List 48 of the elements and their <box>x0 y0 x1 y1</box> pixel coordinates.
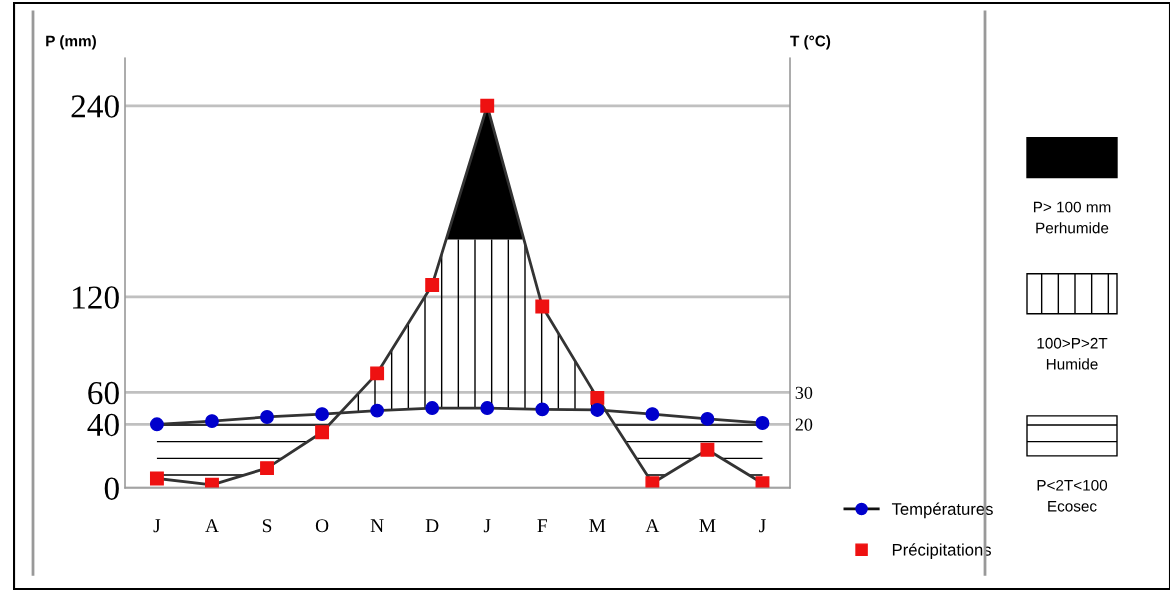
point <box>260 410 274 424</box>
y-tick-label: 60 <box>88 381 119 405</box>
text: P<2T<100 Ecosec <box>1037 479 1108 512</box>
y2-tick-label: 20 <box>795 418 813 431</box>
point <box>645 476 660 488</box>
point <box>149 471 164 486</box>
point <box>700 411 715 426</box>
y-axis-title: P (mm) <box>46 35 96 50</box>
x-tick-label: A <box>205 519 219 533</box>
x-tick-label: O <box>315 519 329 533</box>
x-tick-label: J <box>153 519 161 533</box>
point <box>425 277 440 292</box>
y-tick-label: 40 <box>87 413 119 437</box>
point <box>149 417 164 432</box>
y-tick-label: 120 <box>73 286 119 309</box>
text: P> 100 mm Perhumide <box>1033 201 1111 234</box>
x-tick-label: M <box>699 519 716 533</box>
point <box>370 403 385 418</box>
x-tick-label: M <box>589 519 606 533</box>
x-tick-label: J <box>483 519 491 533</box>
point <box>645 407 660 422</box>
point <box>700 442 715 457</box>
text: 100>P>2T Humide <box>1037 337 1108 370</box>
y-tick-label: 0 <box>104 477 119 500</box>
point <box>590 403 605 417</box>
point <box>480 401 495 415</box>
legend-label: Précipitations <box>892 543 992 559</box>
legend-label: Températures <box>891 502 993 519</box>
point <box>535 299 550 314</box>
point <box>480 98 495 113</box>
point <box>425 401 440 415</box>
x-tick-label: D <box>425 519 439 533</box>
x-tick-label: F <box>537 519 547 533</box>
x-tick-label: A <box>645 519 660 533</box>
x-tick-label: N <box>370 519 384 533</box>
point <box>315 425 330 440</box>
y2-axis-title: T (°C) <box>790 35 831 50</box>
point <box>315 407 330 422</box>
point <box>535 402 550 417</box>
point <box>205 414 219 429</box>
y2-tick-label: 30 <box>795 386 813 399</box>
point <box>590 390 605 405</box>
x-tick-label: J <box>759 519 766 533</box>
point <box>370 366 385 381</box>
x-tick-label: S <box>262 519 272 533</box>
point <box>260 461 274 476</box>
point <box>755 416 770 430</box>
y-tick-label: 240 <box>71 95 119 118</box>
